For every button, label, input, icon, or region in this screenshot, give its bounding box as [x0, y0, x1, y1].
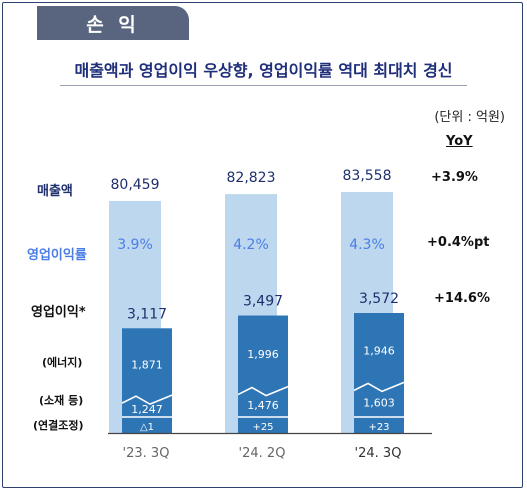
- margin-value-label: 3.9%: [117, 237, 153, 253]
- operating-profit-bar: [238, 315, 288, 433]
- row-label-energy: (에너지): [42, 356, 83, 369]
- yoy-header: YoY: [446, 134, 473, 149]
- row-label-margin: 영업이익률: [27, 248, 87, 263]
- materials-value-label: 1,603: [363, 397, 395, 410]
- category-label: '23. 3Q: [123, 446, 170, 461]
- yoy-margin: +0.4%pt: [427, 235, 490, 250]
- energy-value-label: 1,871: [131, 359, 163, 372]
- headline-rule: [60, 85, 467, 86]
- content-frame: [2, 2, 523, 488]
- yoy-operating-profit: +14.6%: [434, 291, 490, 306]
- operating-profit-value-label: 3,117: [127, 306, 167, 322]
- row-label-revenue: 매출액: [37, 184, 73, 199]
- unit-note: (단위 : 억원): [434, 110, 505, 125]
- category-label: '24. 3Q: [355, 446, 402, 461]
- operating-profit-bar: [354, 313, 404, 433]
- consolidation-value-label: +25: [252, 422, 273, 433]
- segment-divider: [353, 381, 405, 393]
- consolidation-value-label: △1: [140, 422, 154, 433]
- row-label-materials: (소재 등): [39, 394, 84, 407]
- operating-profit-bar: [122, 328, 172, 433]
- materials-value-label: 1,247: [131, 403, 163, 416]
- revenue-value-label: 82,823: [227, 170, 276, 186]
- margin-value-label: 4.3%: [349, 237, 385, 253]
- segment-divider: [237, 385, 289, 397]
- energy-value-label: 1,996: [247, 348, 279, 361]
- category-label: '24. 2Q: [239, 446, 286, 461]
- row-label-consolidation: (연결조정): [33, 419, 84, 432]
- headline: 매출액과 영업이익 우상향, 영업이익률 역대 최대치 경신: [74, 61, 453, 80]
- operating-profit-value-label: 3,572: [359, 291, 399, 307]
- margin-value-label: 4.2%: [233, 237, 269, 253]
- segment-divider: [121, 394, 173, 406]
- row-label-operating-profit: 영업이익*: [31, 305, 86, 320]
- yoy-revenue: +3.9%: [431, 170, 478, 185]
- operating-profit-value-label: 3,497: [243, 294, 283, 310]
- revenue-value-label: 83,558: [343, 168, 392, 184]
- consolidation-value-label: +23: [368, 422, 389, 433]
- section-tab: 손 익: [37, 6, 189, 40]
- revenue-value-label: 80,459: [111, 177, 160, 193]
- energy-value-label: 1,946: [363, 345, 395, 358]
- materials-value-label: 1,476: [247, 399, 279, 412]
